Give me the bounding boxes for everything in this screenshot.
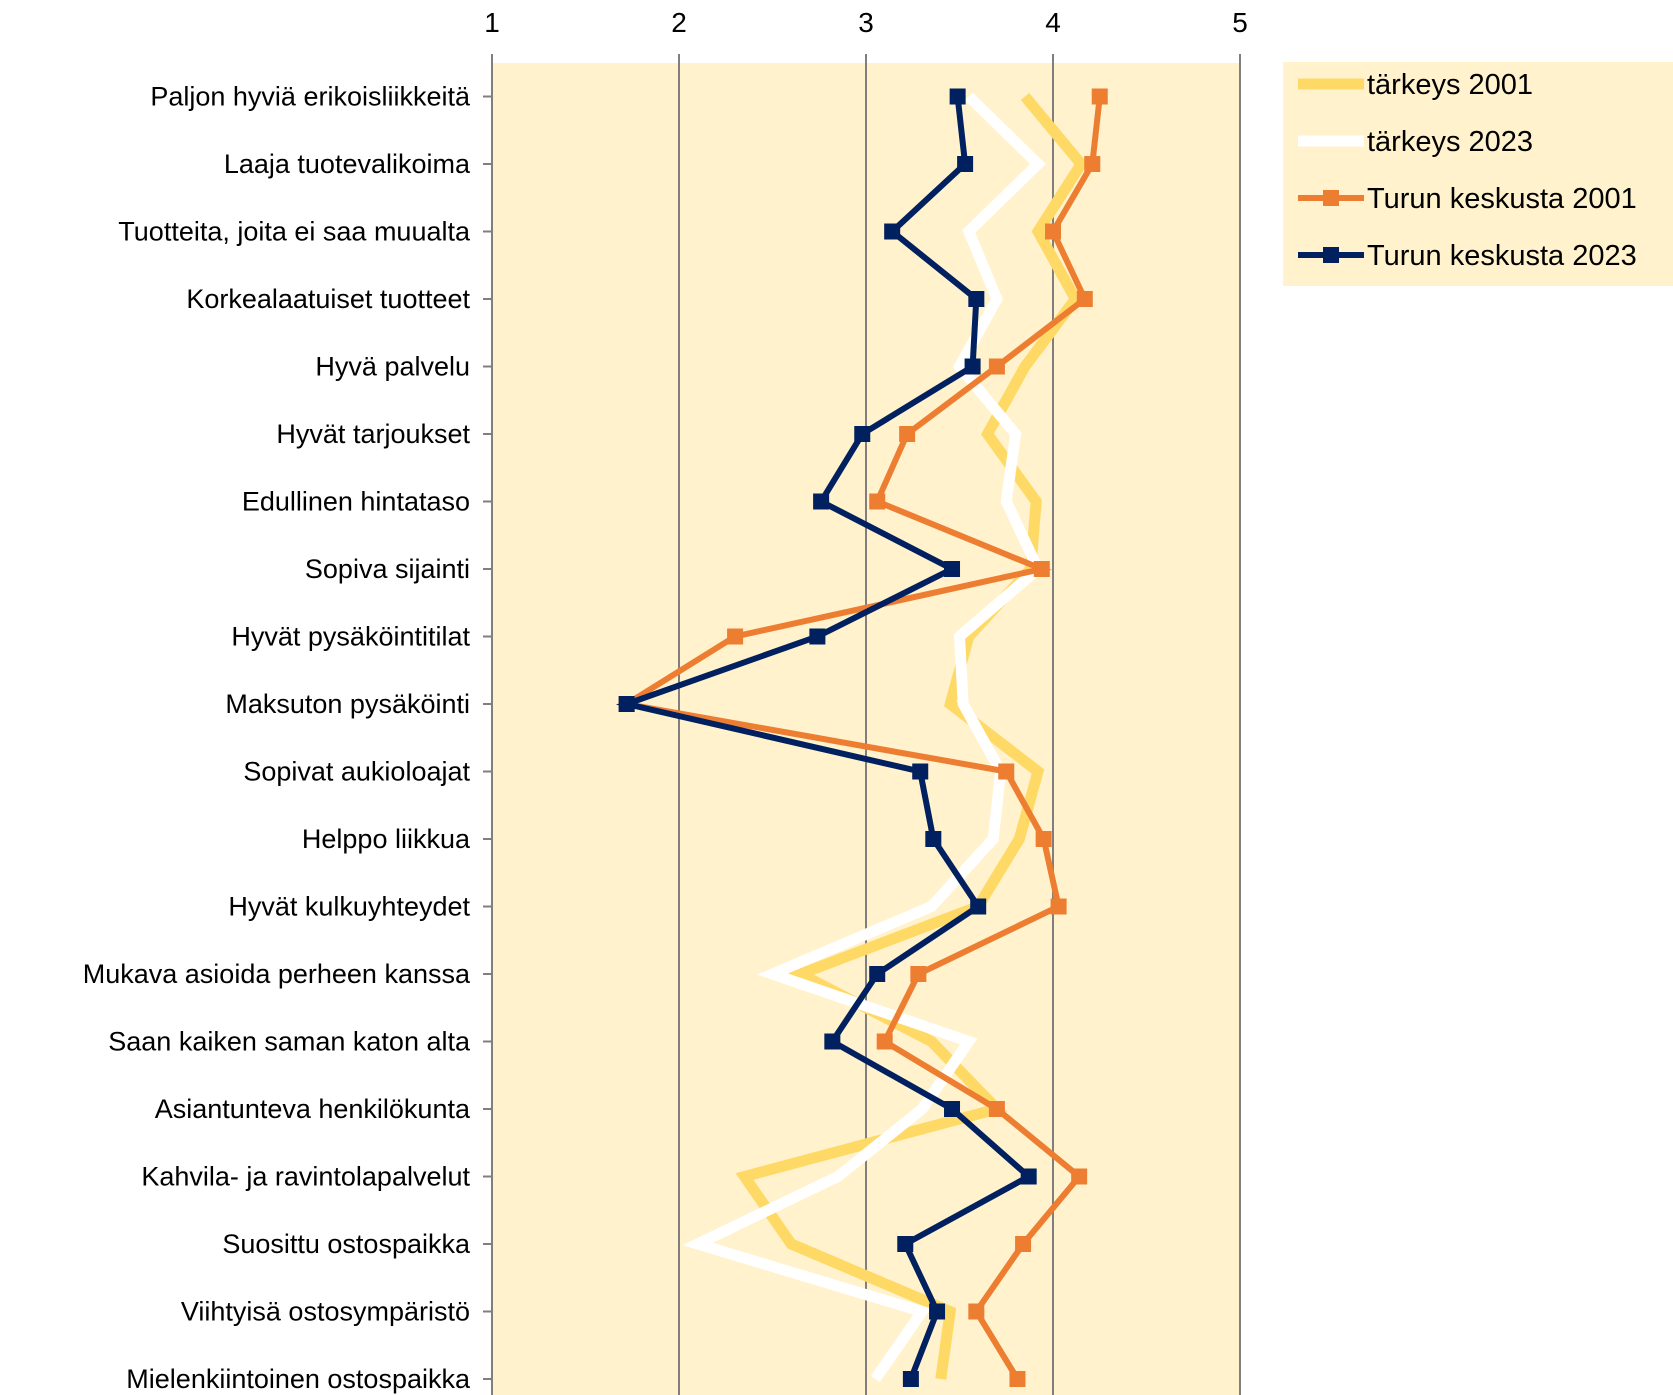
category-label: Helppo liikkua (302, 824, 471, 854)
category-label: Kahvila- ja ravintolapalvelut (141, 1162, 470, 1192)
legend: tärkeys 2001 tärkeys 2023 Turun keskusta 2… (1283, 62, 1673, 286)
x-tick-label: 2 (671, 7, 687, 38)
data-point (1050, 898, 1067, 915)
legend-label: tärkeys 2001 (1367, 69, 1533, 101)
x-tick-label: 4 (1045, 7, 1061, 38)
category-label: Paljon hyviä erikoisliikkeitä (150, 82, 471, 112)
series-line (618, 96, 1103, 1381)
category-label: Maksuton pysäköinti (225, 689, 470, 719)
data-point (968, 1303, 985, 1320)
data-point (968, 291, 985, 307)
data-point (970, 898, 987, 915)
legend-label: Turun keskusta 2023 (1367, 240, 1637, 272)
category-label: Saan kaiken saman katon alta (108, 1027, 471, 1057)
legend-item: tärkeys 2023 (1298, 126, 1533, 158)
series-2 (618, 88, 1108, 1387)
data-point (902, 1371, 919, 1387)
data-point (1020, 1168, 1037, 1185)
category-label: Hyvät kulkuyhteydet (228, 892, 470, 922)
category-labels: Paljon hyviä erikoisliikkeitä Laaja tuote… (83, 82, 492, 1394)
data-point (1076, 291, 1093, 307)
legend-label: tärkeys 2023 (1367, 126, 1533, 158)
data-point (1035, 831, 1052, 847)
category-label: Sopiva sijainti (305, 554, 470, 584)
series-line (682, 92, 1046, 1383)
data-point (618, 696, 635, 712)
legend-swatch-marker (1323, 247, 1339, 263)
legend-item: Turun keskusta 2023 (1298, 240, 1637, 272)
x-tick-label: 5 (1232, 7, 1248, 38)
category-label: Sopivat aukioloajat (243, 757, 470, 787)
data-point (957, 156, 974, 172)
data-point (929, 1303, 946, 1320)
data-point (998, 763, 1015, 780)
category-label: Suosittu ostospaikka (222, 1229, 471, 1259)
data-point (1015, 1236, 1032, 1252)
legend-box (1283, 62, 1673, 286)
gridlines (491, 63, 1241, 1395)
data-point (1091, 88, 1108, 105)
legend-swatch-marker (1323, 190, 1339, 206)
data-point (944, 561, 961, 577)
data-point (1045, 223, 1061, 240)
series-3 (615, 88, 1037, 1387)
data-point (899, 426, 916, 442)
legend-label: Turun keskusta 2001 (1367, 183, 1637, 215)
category-label: Asiantunteva henkilökunta (155, 1094, 471, 1124)
data-point (1071, 1168, 1088, 1185)
data-point (869, 966, 886, 982)
data-point (876, 1033, 893, 1050)
data-point (869, 493, 886, 510)
category-label: Korkealaatuiset tuotteet (186, 284, 470, 314)
series-line (615, 96, 1034, 1381)
category-label: Hyvät pysäköintitilat (231, 622, 470, 652)
data-point (1033, 561, 1050, 577)
category-label: Hyvät tarjoukset (276, 419, 470, 449)
data-point (1084, 156, 1101, 172)
data-point (897, 1236, 914, 1252)
x-tick-label: 3 (858, 7, 874, 38)
data-point (944, 1101, 961, 1117)
data-point (727, 628, 744, 645)
category-label: Mukava asioida perheen kanssa (83, 959, 471, 989)
data-point (824, 1033, 841, 1050)
category-label: Laaja tuotevalikoima (224, 149, 471, 179)
data-point (949, 88, 966, 105)
category-label: Edullinen hintataso (242, 487, 470, 517)
category-label: Mielenkiintoinen ostospaikka (126, 1364, 471, 1394)
legend-item: tärkeys 2001 (1298, 69, 1533, 101)
category-label: Viihtyisä ostosympäristö (181, 1297, 470, 1327)
x-axis-ticks: 1 2 3 4 5 (484, 7, 1248, 63)
series-group (615, 88, 1108, 1387)
data-point (910, 966, 927, 982)
legend-item: Turun keskusta 2001 (1298, 183, 1637, 215)
data-point (1009, 1371, 1026, 1387)
data-point (912, 763, 929, 780)
data-point (884, 223, 901, 240)
data-point (988, 358, 1005, 375)
data-point (964, 358, 981, 375)
data-point (925, 831, 942, 847)
data-point (854, 426, 871, 442)
data-point (809, 628, 826, 645)
series-1 (682, 92, 1046, 1383)
category-label: Tuotteita, joita ei saa muualta (118, 217, 471, 247)
data-point (813, 493, 830, 510)
data-point (988, 1101, 1005, 1117)
x-tick-label: 1 (484, 7, 500, 38)
category-label: Hyvä palvelu (315, 352, 470, 382)
